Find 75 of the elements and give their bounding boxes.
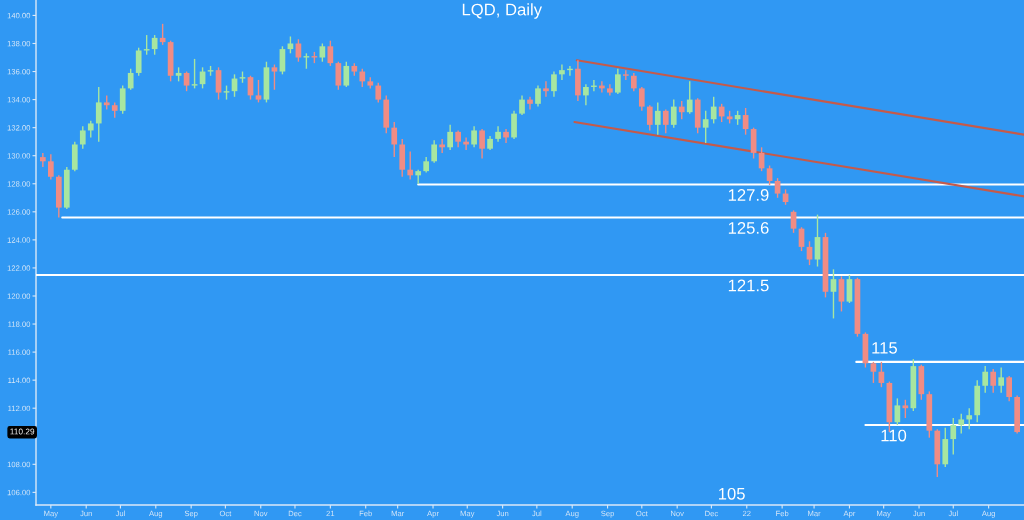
candlestick — [846, 274, 853, 304]
candlestick — [806, 240, 813, 266]
candlestick — [902, 399, 909, 419]
candlestick — [551, 70, 557, 98]
candlestick — [439, 138, 445, 154]
candlestick — [646, 104, 653, 132]
candlestick — [79, 125, 86, 150]
candlestick — [774, 177, 781, 199]
candlestick — [990, 368, 997, 394]
candlestick — [335, 61, 342, 91]
candlestick — [375, 82, 382, 104]
candlestick — [710, 96, 717, 125]
candlestick — [966, 407, 973, 430]
candlestick — [718, 103, 725, 123]
candlestick — [998, 366, 1005, 394]
candlestick — [766, 164, 773, 186]
series-label: 115 — [872, 342, 897, 354]
candlestick — [622, 69, 629, 81]
candlestick — [471, 125, 477, 148]
candlestick — [119, 84, 126, 115]
candlestick — [1006, 375, 1013, 402]
series-label: 121.5 — [728, 279, 769, 292]
series-label: 127.9 — [728, 189, 769, 201]
candlestick — [654, 101, 661, 136]
annotation: 105 — [718, 487, 745, 500]
candlestick — [327, 39, 334, 67]
candlestick — [870, 361, 877, 384]
candlestick — [559, 63, 565, 81]
candlestick — [630, 72, 637, 92]
candlestick — [982, 365, 989, 394]
candlestick — [686, 80, 693, 115]
candlestick — [662, 108, 669, 134]
candlestick — [295, 38, 302, 63]
candlestick — [255, 79, 262, 104]
candlestick — [519, 94, 525, 116]
candlestick — [407, 150, 414, 181]
candlestick — [39, 152, 46, 168]
candlestick — [343, 61, 350, 88]
candlestick — [702, 110, 709, 144]
annotation: 110.29 — [10, 428, 35, 435]
chart-title: LQD, Daily — [462, 3, 543, 19]
candlestick — [814, 213, 821, 268]
candlestick — [535, 84, 541, 108]
candlestick — [127, 68, 134, 91]
candlestick — [479, 128, 485, 160]
candlestick — [638, 86, 645, 112]
series-label: 125.6 — [728, 222, 769, 234]
candlestick — [359, 68, 366, 88]
candlestick — [431, 139, 438, 164]
candlestick — [950, 417, 957, 456]
candlestick — [95, 86, 102, 143]
candlestick — [47, 153, 54, 181]
candlestick — [215, 66, 222, 101]
candlestick — [319, 42, 326, 63]
candlestick — [830, 268, 837, 320]
candlestick — [958, 413, 965, 435]
candlestick — [415, 169, 422, 185]
candlestick — [543, 80, 549, 98]
candlestick — [135, 46, 142, 77]
candlestick — [447, 124, 453, 151]
candlestick — [838, 275, 845, 313]
candlestick — [279, 45, 286, 76]
candlestick — [678, 100, 685, 120]
candlestick — [271, 63, 278, 91]
candlestick — [670, 98, 677, 129]
series-label: 110 — [881, 429, 907, 442]
candlestick — [511, 110, 517, 140]
candlestick — [151, 34, 158, 56]
candlestick — [503, 128, 509, 144]
candlestick — [143, 34, 150, 56]
candlestick — [391, 121, 398, 158]
candlestick — [615, 68, 621, 95]
candlestick — [183, 70, 190, 92]
candlestick — [583, 83, 589, 106]
candlestick — [191, 58, 198, 90]
